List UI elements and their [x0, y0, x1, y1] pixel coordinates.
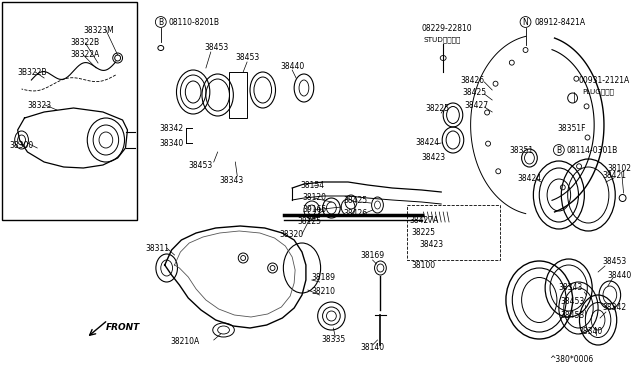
Text: 38453: 38453 — [204, 42, 228, 51]
Text: 38342: 38342 — [602, 304, 626, 312]
Text: 39165: 39165 — [302, 205, 326, 214]
Text: 38425: 38425 — [343, 196, 367, 205]
Text: 08110-8201B: 08110-8201B — [169, 17, 220, 26]
Text: 38427A: 38427A — [410, 215, 439, 224]
Text: 38343: 38343 — [559, 283, 583, 292]
Text: 3B322B: 3B322B — [18, 67, 47, 77]
Text: 38351: 38351 — [510, 145, 534, 154]
Text: 38424: 38424 — [518, 173, 542, 183]
Text: 38440: 38440 — [280, 61, 305, 71]
Text: 38154: 38154 — [300, 180, 324, 189]
Text: 38453: 38453 — [188, 160, 212, 170]
Text: 38100: 38100 — [412, 260, 436, 269]
Bar — [407, 205, 500, 260]
Text: 38335: 38335 — [321, 336, 346, 344]
Text: 38453: 38453 — [561, 298, 585, 307]
Text: 38426: 38426 — [343, 208, 367, 218]
Text: 38300: 38300 — [10, 141, 34, 150]
Text: B: B — [158, 17, 163, 26]
Text: 38225: 38225 — [412, 228, 436, 237]
Text: B: B — [556, 145, 561, 154]
Text: 38169: 38169 — [361, 251, 385, 260]
Text: 38322A: 38322A — [70, 49, 100, 58]
Text: STUDスタッド: STUDスタッド — [424, 37, 461, 43]
Text: 38322B: 38322B — [70, 38, 100, 46]
Text: 38189: 38189 — [312, 273, 336, 282]
Text: 38340: 38340 — [160, 138, 184, 148]
Text: 38210: 38210 — [312, 288, 336, 296]
Text: 38343: 38343 — [220, 176, 244, 185]
Text: 38351F: 38351F — [557, 124, 586, 132]
Text: 38423: 38423 — [422, 153, 445, 161]
Text: 38453: 38453 — [602, 257, 627, 266]
Text: 08114-0301B: 08114-0301B — [566, 145, 618, 154]
Text: ^380*0006: ^380*0006 — [549, 356, 593, 365]
Text: 38340: 38340 — [579, 327, 603, 337]
Text: 38102: 38102 — [608, 164, 632, 173]
Text: 38453: 38453 — [561, 311, 585, 320]
Text: 38311: 38311 — [145, 244, 169, 253]
Text: 08229-22810: 08229-22810 — [422, 23, 472, 32]
Text: PLUGプラグ: PLUGプラグ — [582, 89, 614, 95]
Text: 38120: 38120 — [302, 192, 326, 202]
Text: 38423: 38423 — [420, 240, 444, 248]
Text: 38424: 38424 — [416, 138, 440, 147]
Text: 38427: 38427 — [465, 100, 489, 109]
Text: 38426: 38426 — [461, 76, 485, 84]
Text: 08912-8421A: 08912-8421A — [534, 17, 586, 26]
Text: 38425: 38425 — [463, 87, 487, 96]
Text: 38421: 38421 — [602, 170, 626, 180]
Text: 38210A: 38210A — [171, 337, 200, 346]
Text: 38323: 38323 — [28, 100, 52, 109]
Text: 38440: 38440 — [608, 270, 632, 279]
Bar — [2, 2, 137, 220]
Text: 00931-2121A: 00931-2121A — [579, 76, 630, 84]
Text: 38125: 38125 — [297, 217, 321, 225]
Text: N: N — [523, 17, 529, 26]
Text: 38320: 38320 — [280, 230, 303, 238]
Text: FRONT: FRONT — [106, 324, 140, 333]
Text: 38453: 38453 — [236, 52, 260, 61]
Text: 38225: 38225 — [426, 103, 449, 112]
Text: 38140: 38140 — [361, 343, 385, 353]
Text: 38342: 38342 — [160, 124, 184, 132]
Bar — [229, 72, 247, 118]
Text: 38323M: 38323M — [83, 26, 114, 35]
